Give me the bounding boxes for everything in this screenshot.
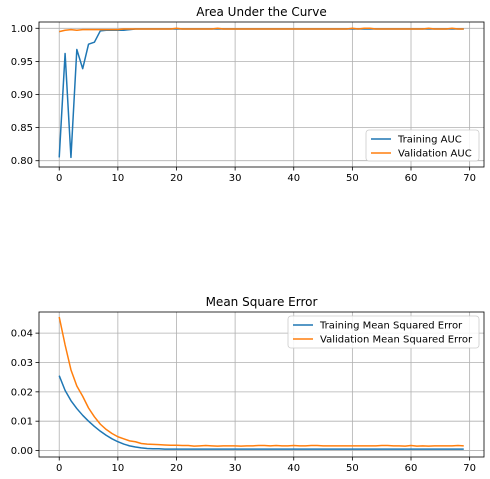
- chart-2-ytick-label-1: 0.01: [11, 417, 33, 428]
- chart-2-xtick-label-0: 0: [56, 463, 62, 474]
- chart-2-title: Mean Square Error: [206, 295, 318, 309]
- chart-1-xtick-label-3: 30: [229, 173, 242, 184]
- chart-1-legend-label-1: Training AUC: [397, 135, 462, 146]
- chart-2-series-1-line: [58, 375, 464, 450]
- chart-2-legend-label-2: Validation Mean Squared Error: [320, 335, 473, 346]
- chart-2-legend: Training Mean Squared Error Validation Me…: [287, 315, 480, 349]
- chart-2-series-2-line: [58, 316, 464, 447]
- chart-2-plot-frame: [38, 311, 485, 458]
- chart-1-xtick-label-7: 70: [463, 173, 476, 184]
- chart-1: 0 10 20 30 40 50 60 70 0.80 0.85 0.90 0.95 1.00 Area …: [11, 5, 485, 184]
- chart-1-xtick-label-0: 0: [56, 173, 62, 184]
- chart-1-legend-box: [365, 129, 480, 162]
- chart-2-xtick-label-5: 50: [346, 463, 359, 474]
- chart-1-xtick-label-4: 40: [287, 173, 300, 184]
- chart-1-xtick-label-2: 20: [170, 173, 183, 184]
- chart-1-ytick-label-2: 0.90: [11, 90, 33, 101]
- chart-2-ytick-label-4: 0.04: [11, 329, 33, 340]
- chart-2-ytick-label-3: 0.03: [11, 358, 33, 369]
- chart-1-ytick-label-0: 0.80: [11, 156, 33, 167]
- chart-1-series-2-line: [59, 27, 464, 33]
- chart-1-ytick-label-1: 0.85: [11, 123, 33, 134]
- chart-2-ytick-label-2: 0.02: [11, 387, 33, 398]
- chart-1-legend-label-2: Validation AUC: [398, 149, 472, 160]
- chart-2-xtick-label-4: 40: [287, 463, 300, 474]
- chart-1-xtick-label-5: 50: [346, 173, 359, 184]
- chart-1-title: Area Under the Curve: [196, 5, 326, 19]
- chart-2-xtick-label-3: 30: [229, 463, 242, 474]
- chart-1-xtick-label-6: 60: [405, 173, 418, 184]
- chart-2-xtick-label-1: 10: [111, 463, 124, 474]
- chart-2-legend-box: [287, 315, 480, 349]
- chart-1-ytick-label-4: 1.00: [11, 24, 33, 35]
- chart-1-xtick-label-1: 10: [111, 173, 124, 184]
- chart-2-xtick-label-6: 60: [405, 463, 418, 474]
- chart-2-legend-label-1: Training Mean Squared Error: [319, 321, 463, 332]
- chart-2: 0 10 20 30 40 50 60 70 0.00 0.01 0.02 0.03 0.04 Mean …: [11, 295, 485, 474]
- chart-2-xtick-label-2: 20: [170, 463, 183, 474]
- chart-1-legend: Training AUC Validation AUC: [365, 129, 480, 162]
- chart-2-xtick-label-7: 70: [463, 463, 476, 474]
- chart-1-ytick-label-3: 0.95: [11, 57, 33, 68]
- chart-2-ytick-label-0: 0.00: [11, 446, 33, 457]
